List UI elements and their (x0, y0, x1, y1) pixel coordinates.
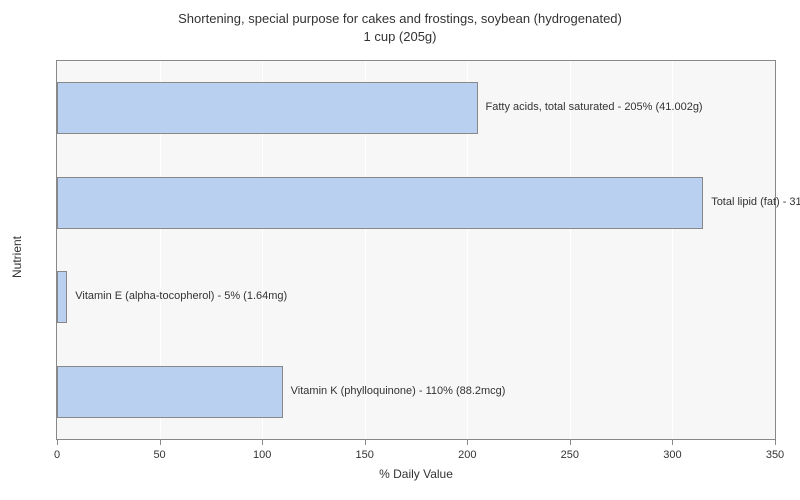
bar (57, 177, 703, 229)
x-tick-label: 200 (458, 449, 476, 461)
chart-title: Shortening, special purpose for cakes an… (0, 0, 800, 46)
y-axis-label: Nutrient (10, 236, 24, 278)
bar-label: Fatty acids, total saturated - 205% (41.… (486, 101, 703, 113)
x-tick (160, 439, 161, 445)
bar-label: Vitamin E (alpha-tocopherol) - 5% (1.64m… (75, 290, 287, 302)
x-tick (57, 439, 58, 445)
x-tick-label: 250 (561, 449, 579, 461)
x-tick (775, 439, 776, 445)
bar (57, 82, 478, 134)
x-tick (262, 439, 263, 445)
bar-label: Vitamin K (phylloquinone) - 110% (88.2mc… (291, 385, 506, 397)
x-tick (467, 439, 468, 445)
plot-area: Nutrient % Daily Value 05010015020025030… (56, 60, 776, 440)
x-tick-label: 50 (153, 449, 165, 461)
title-line-1: Shortening, special purpose for cakes an… (178, 11, 622, 26)
x-tick-label: 350 (766, 449, 784, 461)
x-tick-label: 300 (663, 449, 681, 461)
x-tick-label: 150 (356, 449, 374, 461)
gridline (672, 61, 673, 439)
x-tick-label: 100 (253, 449, 271, 461)
gridline (570, 61, 571, 439)
bar-label: Total lipid (fat) - 315% (205.00g) (711, 196, 800, 208)
bar (57, 366, 283, 418)
x-tick-label: 0 (54, 449, 60, 461)
x-tick (365, 439, 366, 445)
title-line-2: 1 cup (205g) (364, 29, 437, 44)
x-axis-label: % Daily Value (379, 467, 453, 481)
x-tick (570, 439, 571, 445)
bar (57, 271, 67, 323)
chart-container: Shortening, special purpose for cakes an… (0, 0, 800, 500)
x-tick (672, 439, 673, 445)
